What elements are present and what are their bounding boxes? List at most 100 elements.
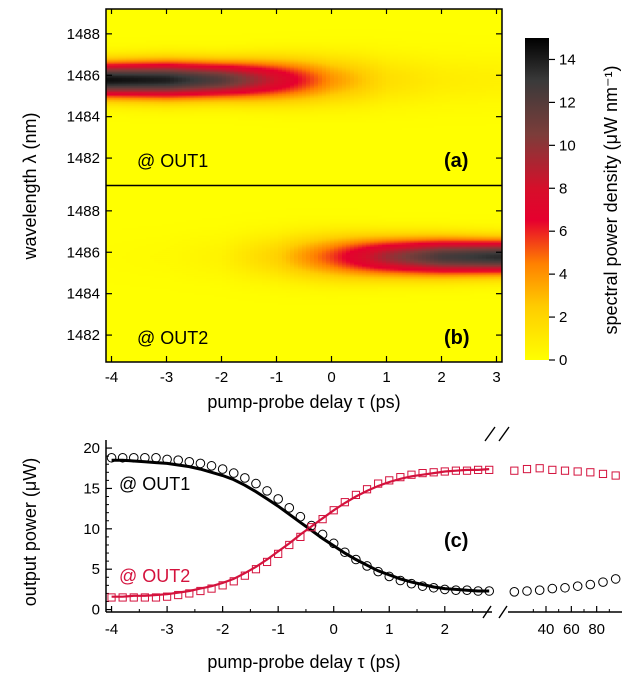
heatmap-cell-a: [262, 45, 267, 48]
heatmap-cell-a: [298, 177, 303, 180]
heatmap-cell-a: [202, 47, 207, 50]
heatmap-cell-a: [166, 77, 171, 80]
heatmap-cell-a: [326, 91, 331, 94]
heatmap-cell-a: [214, 49, 219, 52]
heatmap-cell-a: [150, 137, 155, 140]
heatmap-cell-a: [202, 125, 207, 128]
heatmap-cell-a: [134, 47, 139, 50]
heatmap-cell-a: [106, 117, 111, 120]
heatmap-cell-a: [146, 101, 151, 104]
heatmap-cell-a: [146, 161, 151, 164]
heatmap-cell-a: [314, 153, 319, 156]
heatmap-cell-a: [258, 47, 263, 50]
heatmap-cell-a: [214, 21, 219, 24]
heatmap-cell-a: [110, 63, 115, 66]
heatmap-cell-a: [326, 39, 331, 42]
heatmap-cell-a: [158, 87, 163, 90]
heatmap-cell-a: [266, 41, 271, 44]
heatmap-cell-a: [254, 97, 259, 100]
heatmap-cell-a: [326, 13, 331, 16]
heatmap-cell-a: [246, 129, 251, 132]
heatmap-cell-a: [326, 181, 331, 184]
heatmap-cell-a: [142, 155, 147, 158]
heatmap-cell-a: [230, 51, 235, 54]
heatmap-cell-a: [238, 35, 243, 38]
heatmap-cell-a: [258, 9, 263, 12]
heatmap-cell-a: [254, 83, 259, 86]
heatmap-cell-a: [114, 119, 119, 122]
heatmap-cell-a: [218, 59, 223, 62]
heatmap-cell-a: [290, 153, 295, 156]
heatmap-cell-a: [222, 119, 227, 122]
heatmap-cell-a: [290, 51, 295, 54]
heatmap-cell-a: [154, 29, 159, 32]
heatmap-cell-a: [178, 163, 183, 166]
heatmap-cell-a: [250, 49, 255, 52]
heatmap-cell-a: [146, 21, 151, 24]
heatmap-cell-a: [302, 147, 307, 150]
heatmap-cell-a: [286, 43, 291, 46]
heatmap-cell-a: [174, 67, 179, 70]
heatmap-cell-a: [270, 149, 275, 152]
heatmap-cell-a: [314, 113, 319, 116]
heatmap-cell-a: [106, 155, 111, 158]
heatmap-cell-a: [234, 11, 239, 14]
heatmap-cell-a: [162, 21, 167, 24]
heatmap-cell-a: [294, 99, 299, 102]
heatmap-cell-a: [166, 183, 171, 185]
heatmap-cell-a: [190, 89, 195, 92]
heatmap-cell-a: [278, 111, 283, 114]
heatmap-cell-a: [202, 57, 207, 60]
heatmap-cell-a: [230, 141, 235, 144]
heatmap-cell-a: [302, 155, 307, 158]
heatmap-cell-a: [326, 29, 331, 32]
heatmap-cell-a: [254, 183, 259, 185]
heatmap-cell-a: [234, 57, 239, 60]
heatmap-cell-a: [170, 119, 175, 122]
heatmap-cell-a: [126, 125, 131, 128]
heatmap-cell-a: [218, 35, 223, 38]
heatmap-cell-a: [310, 155, 315, 158]
heatmap-cell-a: [206, 131, 211, 134]
heatmap-cell-a: [166, 161, 171, 164]
heatmap-cell-a: [322, 107, 327, 110]
heatmap-cell-a: [178, 13, 183, 16]
heatmap-cell-a: [298, 77, 303, 80]
heatmap-cell-a: [130, 95, 135, 98]
heatmap-cell-a: [154, 17, 159, 20]
heatmap-cell-a: [186, 49, 191, 52]
heatmap-cell-a: [138, 133, 143, 136]
heatmap-cell-a: [290, 35, 295, 38]
heatmap-cell-a: [134, 79, 139, 82]
heatmap-cell-a: [182, 149, 187, 152]
heatmap-cell-a: [170, 91, 175, 94]
heatmap-cell-a: [254, 33, 259, 36]
heatmap-cell-a: [206, 35, 211, 38]
heatmap-cell-a: [326, 41, 331, 44]
heatmap-cell-a: [330, 53, 335, 56]
heatmap-cell-a: [118, 13, 123, 16]
heatmap-cell-a: [326, 11, 331, 14]
heatmap-cell-a: [122, 41, 127, 44]
heatmap-cell-a: [314, 117, 319, 120]
heatmap-cell-a: [166, 103, 171, 106]
heatmap-cell-a: [314, 47, 319, 50]
heatmap-cell-a: [110, 55, 115, 58]
heatmap-cell-a: [118, 151, 123, 154]
heatmap-cell-a: [138, 81, 143, 84]
heatmap-cell-a: [274, 113, 279, 116]
heatmap-cell-a: [178, 29, 183, 32]
heatmap-cell-a: [290, 9, 295, 12]
heatmap-cell-a: [162, 31, 167, 34]
heatmap-cell-a: [314, 55, 319, 58]
heatmap-cell-a: [170, 151, 175, 154]
heatmap-cell-a: [322, 83, 327, 86]
heatmap-cell-a: [118, 155, 123, 158]
heatmap-cell-a: [286, 155, 291, 158]
heatmap-cell-a: [110, 181, 115, 184]
heatmap-cell-a: [306, 85, 311, 88]
heatmap-cell-a: [126, 117, 131, 120]
heatmap-cell-a: [330, 113, 335, 116]
heatmap-cell-a: [178, 75, 183, 78]
heatmap-cell-a: [210, 63, 215, 66]
